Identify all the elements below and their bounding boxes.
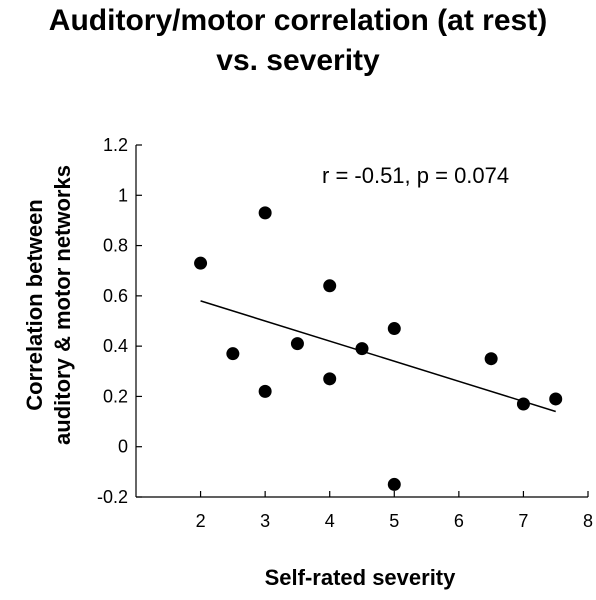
data-point <box>516 397 530 411</box>
y-tick-label: 1 <box>118 185 128 205</box>
data-point <box>355 342 369 356</box>
x-axis-label: Self-rated severity <box>265 565 457 590</box>
x-tick-label: 3 <box>260 511 270 531</box>
y-tick-label: 0 <box>118 437 128 457</box>
y-tick-label: 0.2 <box>103 386 128 406</box>
data-point <box>323 279 337 293</box>
y-axis-label-line-1: Correlation between <box>22 199 47 410</box>
y-tick-label: 0.8 <box>103 236 128 256</box>
data-point <box>194 256 208 270</box>
x-tick-label: 5 <box>389 511 399 531</box>
data-point <box>484 352 498 366</box>
data-point <box>290 337 304 351</box>
trend-line <box>200 300 556 413</box>
x-axis-ticks: 2 3 4 5 6 7 8 <box>196 491 593 531</box>
data-point <box>549 392 563 406</box>
data-points <box>194 206 563 491</box>
y-tick-label: 1.2 <box>103 135 128 155</box>
data-point <box>258 384 272 398</box>
data-point <box>387 322 401 336</box>
x-tick-label: 4 <box>325 511 335 531</box>
correlation-annotation: r = -0.51, p = 0.074 <box>322 163 509 188</box>
x-tick-label: 2 <box>196 511 206 531</box>
data-point <box>258 206 272 220</box>
x-tick-label: 6 <box>454 511 464 531</box>
y-axis-label-line-2: auditory & motor networks <box>50 165 75 445</box>
y-tick-label: 0.6 <box>103 286 128 306</box>
y-axis-ticks: -0.2 0 0.2 0.4 0.6 0.8 1 1.2 <box>97 135 142 507</box>
data-point <box>323 372 337 386</box>
data-point <box>226 347 240 361</box>
data-point <box>387 477 401 491</box>
y-tick-label: 0.4 <box>103 336 128 356</box>
chart-title-line-1: Auditory/motor correlation (at rest) <box>49 4 547 37</box>
x-tick-label: 7 <box>518 511 528 531</box>
y-tick-label: -0.2 <box>97 487 128 507</box>
chart-title-line-2: vs. severity <box>216 44 380 77</box>
x-tick-label: 8 <box>583 511 593 531</box>
